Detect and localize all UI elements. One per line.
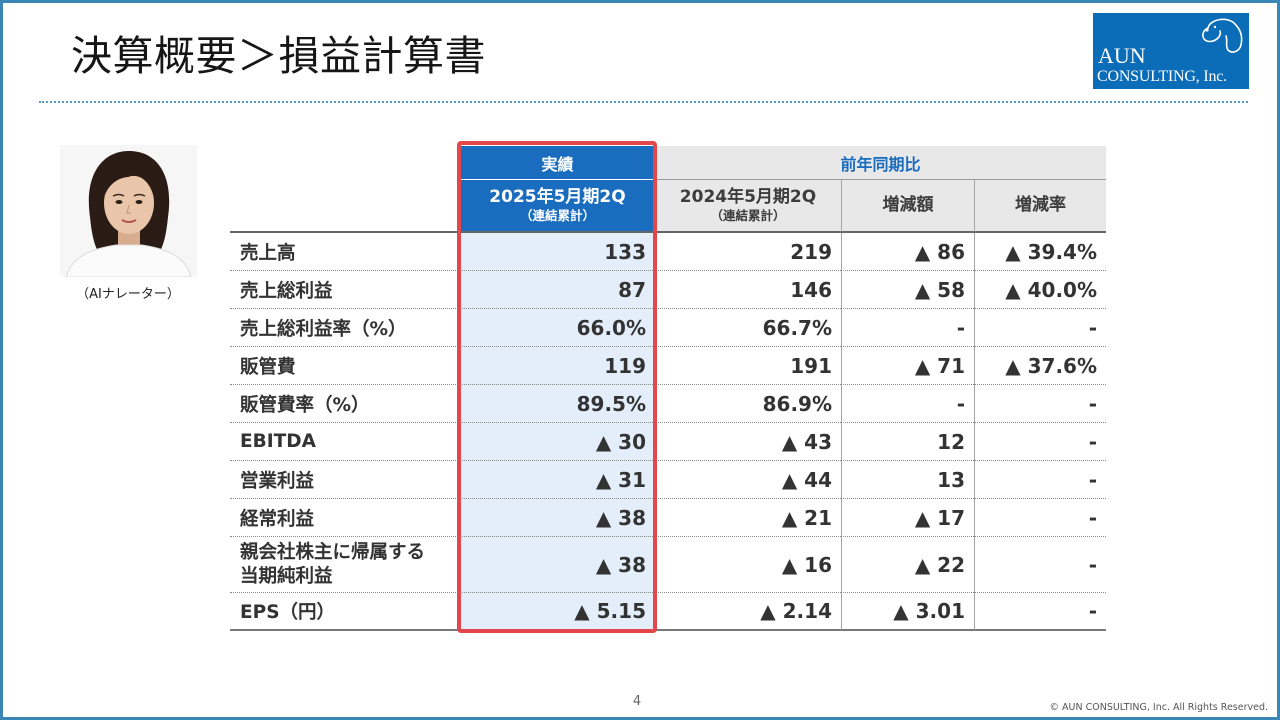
value-change-amount: 12 [841, 423, 974, 461]
value-current-period: 119 [460, 347, 655, 385]
row-label: EBITDA [230, 423, 460, 461]
value-change-rate: - [974, 461, 1106, 499]
logo-line-1: AUN [1098, 43, 1146, 68]
value-current-period: 66.0% [460, 309, 655, 347]
row-label: 売上総利益率（%） [230, 309, 460, 347]
title-divider [39, 101, 1248, 103]
row-label: 経常利益 [230, 499, 460, 537]
value-current-period: 133 [460, 233, 655, 271]
header-period-text: 2025年5月期2Q [489, 187, 626, 207]
value-change-rate: - [974, 593, 1106, 631]
row-label: 販管費率（%） [230, 385, 460, 423]
value-current-period: ▲ 38 [460, 537, 655, 593]
row-label: 販管費 [230, 347, 460, 385]
row-label: 売上高 [230, 233, 460, 271]
header-prior-period: 2024年5月期2Q （連結累計） [655, 180, 841, 233]
row-label-line-2: 当期純利益 [240, 565, 333, 587]
value-change-rate: - [974, 499, 1106, 537]
row-label: EPS（円） [230, 593, 460, 631]
header-change-amount: 増減額 [841, 180, 974, 233]
narrator-portrait [60, 145, 197, 277]
value-change-rate: - [974, 537, 1106, 593]
logo-line-2: CONSULTING, Inc. [1097, 68, 1227, 85]
copyright-notice: © AUN CONSULTING, Inc. All Rights Reserv… [1049, 702, 1269, 713]
header-period-text: 増減額 [882, 195, 934, 215]
value-current-period: ▲ 5.15 [460, 593, 655, 631]
header-label-blank [230, 180, 460, 233]
value-current-period: ▲ 38 [460, 499, 655, 537]
value-prior-period: 146 [655, 271, 841, 309]
value-change-rate: ▲ 39.4% [974, 233, 1106, 271]
page-number: 4 [632, 694, 642, 709]
company-logo: AUN CONSULTING, Inc. [1093, 13, 1249, 89]
value-prior-period: ▲ 16 [655, 537, 841, 593]
slide-title: 決算概要＞損益計算書 [71, 32, 486, 80]
value-change-amount: ▲ 22 [841, 537, 974, 593]
value-current-period: 89.5% [460, 385, 655, 423]
value-change-amount: - [841, 385, 974, 423]
value-current-period: ▲ 31 [460, 461, 655, 499]
value-change-rate: ▲ 37.6% [974, 347, 1106, 385]
value-change-rate: - [974, 309, 1106, 347]
value-prior-period: ▲ 2.14 [655, 593, 841, 631]
header-group-comparison: 前年同期比 [655, 146, 1106, 180]
value-change-amount: ▲ 86 [841, 233, 974, 271]
row-label: 営業利益 [230, 461, 460, 499]
header-current-period: 2025年5月期2Q （連結累計） [460, 180, 655, 233]
header-period-text: 増減率 [1015, 195, 1066, 215]
row-label-line-1: 親会社株主に帰属する [240, 541, 426, 563]
header-group-actual: 実績 [460, 146, 655, 180]
value-prior-period: ▲ 44 [655, 461, 841, 499]
value-change-rate: ▲ 40.0% [974, 271, 1106, 309]
value-prior-period: ▲ 43 [655, 423, 841, 461]
value-prior-period: 86.9% [655, 385, 841, 423]
value-change-rate: - [974, 423, 1106, 461]
value-prior-period: 66.7% [655, 309, 841, 347]
header-blank [230, 146, 460, 180]
value-current-period: 87 [460, 271, 655, 309]
row-label: 親会社株主に帰属する 当期純利益 [230, 537, 460, 593]
value-change-amount: 13 [841, 461, 974, 499]
value-change-amount: - [841, 309, 974, 347]
income-statement-table: 実績 前年同期比 2025年5月期2Q （連結累計） 2024年5月期2Q （連… [230, 146, 1106, 631]
value-change-amount: ▲ 71 [841, 347, 974, 385]
header-period-text: 2024年5月期2Q [679, 187, 817, 207]
value-current-period: ▲ 30 [460, 423, 655, 461]
header-note-text: （連結累計） [519, 208, 595, 223]
value-change-amount: ▲ 58 [841, 271, 974, 309]
row-label: 売上総利益 [230, 271, 460, 309]
value-prior-period: 219 [655, 233, 841, 271]
value-change-amount: ▲ 17 [841, 499, 974, 537]
header-note-text: （連結累計） [710, 208, 786, 223]
value-change-rate: - [974, 385, 1106, 423]
value-change-amount: ▲ 3.01 [841, 593, 974, 631]
dog-icon [1202, 18, 1243, 53]
narrator-caption: （AIナレーター） [76, 287, 180, 302]
header-change-rate: 増減率 [974, 180, 1106, 233]
value-prior-period: 191 [655, 347, 841, 385]
value-prior-period: ▲ 21 [655, 499, 841, 537]
